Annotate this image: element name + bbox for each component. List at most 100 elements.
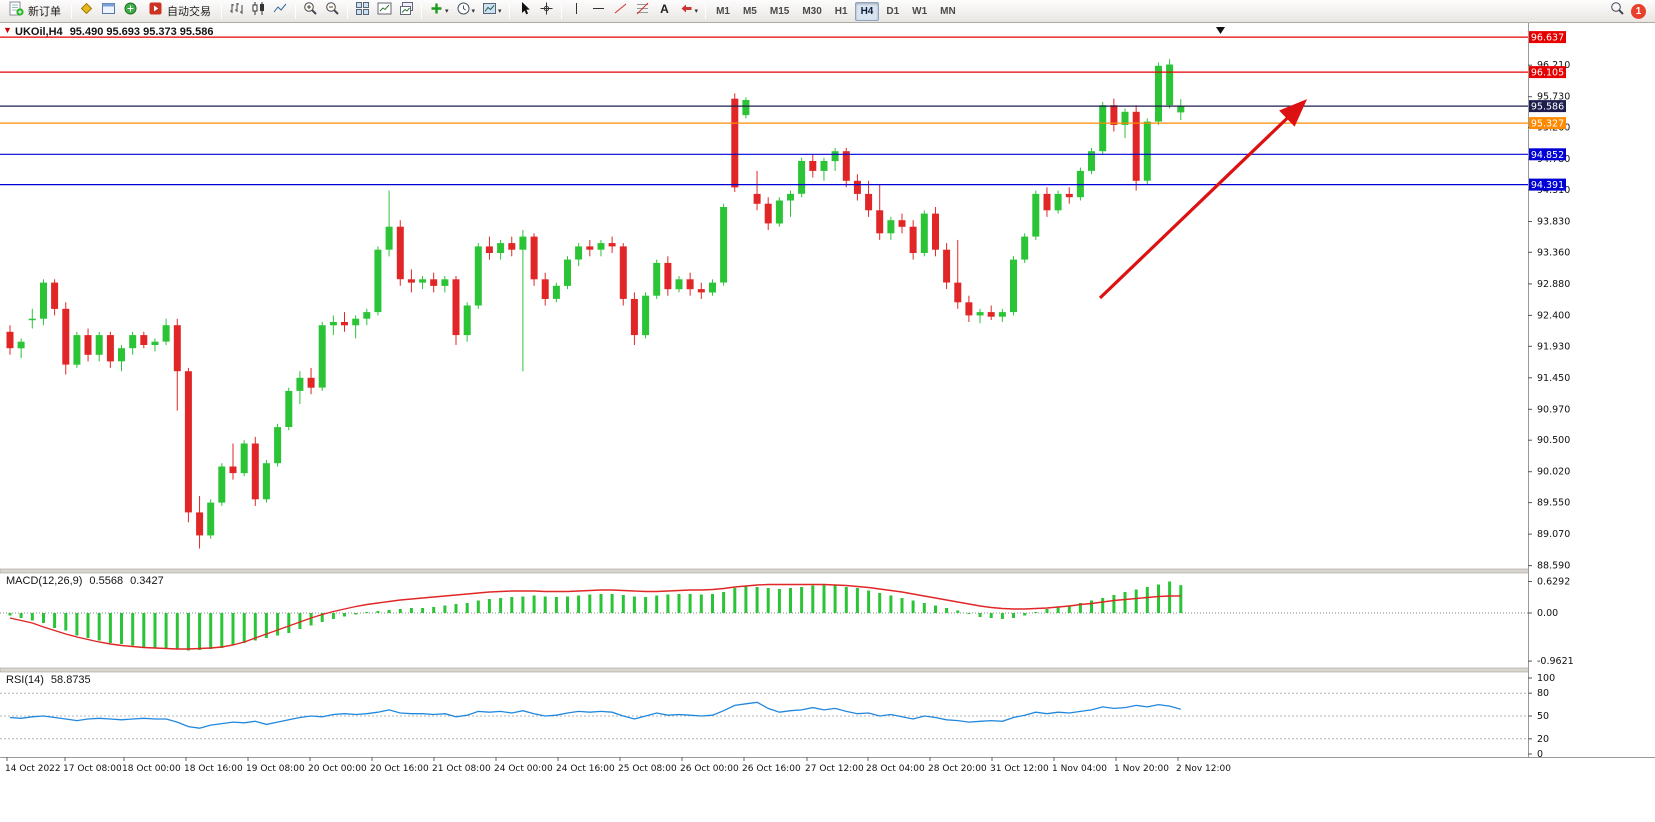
bar-chart-icon	[229, 1, 244, 21]
toolbar-separator	[560, 3, 562, 19]
svg-text:94.852: 94.852	[1531, 150, 1564, 161]
tf-h1-button[interactable]: H1	[834, 5, 848, 17]
time-axis[interactable]: 14 Oct 2022 17 Oct 08:00 18 Oct 00:00 18 Oc…	[0, 757, 1655, 774]
text-label-icon: A	[657, 1, 672, 21]
chart-menu-icon[interactable]: ▼	[3, 25, 12, 35]
fibonacci-button[interactable]	[632, 1, 653, 21]
cursor-button[interactable]	[514, 1, 535, 21]
templates-button[interactable]: ▾	[479, 1, 505, 21]
svg-text:96.637: 96.637	[1531, 33, 1564, 44]
svg-text:28 Oct 20:00: 28 Oct 20:00	[928, 764, 987, 774]
svg-text:90.970: 90.970	[1537, 404, 1570, 415]
tile-windows-button[interactable]	[352, 1, 373, 21]
svg-text:24 Oct 00:00: 24 Oct 00:00	[494, 764, 553, 774]
trendline-button[interactable]	[610, 1, 631, 21]
chart-symbol: UKOil,H4	[15, 26, 63, 38]
svg-text:20: 20	[1537, 734, 1549, 745]
text-label-button[interactable]: A	[654, 1, 675, 21]
svg-text:17 Oct 08:00: 17 Oct 08:00	[63, 764, 122, 774]
tf-m15-button[interactable]: M15	[769, 5, 790, 17]
indicators-button[interactable]: ▾	[426, 1, 452, 21]
rsi-value: 58.8735	[50, 674, 91, 686]
macd-panel	[0, 581, 1528, 651]
svg-text:18 Oct 00:00: 18 Oct 00:00	[122, 764, 181, 774]
main-toolbar: 新订单 自动交易 ▾ ▾ ▾ A ▾ M1 M5 M15 M30 H1 H4 D…	[0, 0, 1655, 23]
svg-text:20 Oct 16:00: 20 Oct 16:00	[370, 764, 429, 774]
periods-button[interactable]: ▾	[453, 1, 479, 21]
candlestick-chart-button[interactable]	[248, 1, 269, 21]
line-chart-button[interactable]	[270, 1, 291, 21]
chart-shift-marker-icon[interactable]	[1216, 27, 1225, 34]
tile-windows-icon	[355, 1, 370, 21]
svg-text:89.550: 89.550	[1537, 498, 1570, 509]
macd-value-signal: 0.3427	[130, 575, 164, 587]
autotrade-icon	[148, 1, 163, 21]
indicators-add-icon	[429, 1, 444, 21]
panel-divider[interactable]	[0, 568, 1655, 673]
tf-m30-button[interactable]: M30	[802, 5, 822, 17]
rsi-name: RSI(14)	[6, 674, 44, 686]
zoom-in-icon	[303, 1, 318, 21]
bar-chart-button[interactable]	[226, 1, 247, 21]
new-order-label: 新订单	[28, 6, 61, 18]
svg-text:91.450: 91.450	[1537, 373, 1570, 384]
svg-text:50: 50	[1537, 711, 1549, 722]
autotrade-button[interactable]: 自动交易	[142, 1, 217, 21]
svg-text:0.00: 0.00	[1537, 608, 1558, 619]
new-chart-window-button[interactable]	[374, 1, 395, 21]
vertical-line-button[interactable]	[566, 1, 587, 21]
crosshair-button[interactable]	[536, 1, 557, 21]
svg-text:24 Oct 16:00: 24 Oct 16:00	[556, 764, 615, 774]
tf-m5-button[interactable]: M5	[742, 5, 757, 17]
svg-text:92.400: 92.400	[1537, 310, 1570, 321]
line-chart-icon	[273, 1, 288, 21]
tf-d1-button[interactable]: D1	[886, 5, 900, 17]
svg-text:95.327: 95.327	[1531, 119, 1564, 130]
new-order-button[interactable]: 新订单	[3, 1, 67, 21]
chart-window[interactable]: 96.21095.73095.26094.78094.31093.83093.3…	[0, 23, 1655, 822]
tf-mn-button[interactable]: MN	[940, 5, 956, 17]
toolbar-separator	[71, 3, 72, 19]
fibonacci-icon	[635, 1, 650, 21]
chart-ohlc: 95.490 95.693 95.373 95.586	[69, 26, 214, 38]
dropdown-caret-icon: ▾	[498, 8, 502, 15]
toolbar-separator	[347, 3, 348, 19]
candles	[6, 59, 1185, 549]
svg-text:90.500: 90.500	[1537, 435, 1570, 446]
svg-text:14 Oct 2022: 14 Oct 2022	[5, 764, 61, 774]
svg-text:20 Oct 00:00: 20 Oct 00:00	[308, 764, 367, 774]
arrows-button[interactable]: ▾	[676, 1, 702, 21]
notification-badge[interactable]: 1	[1631, 3, 1646, 19]
horizontal-levels[interactable]	[0, 36, 1528, 186]
horizontal-line-button[interactable]	[588, 1, 609, 21]
chart-canvas[interactable]: 96.21095.73095.26094.78094.31093.83093.3…	[0, 23, 1655, 822]
search-button[interactable]	[1607, 1, 1628, 21]
rsi-panel	[0, 692, 1528, 740]
zoom-out-button[interactable]	[322, 1, 343, 21]
zoom-in-button[interactable]	[300, 1, 321, 21]
autotrade-label: 自动交易	[167, 6, 211, 18]
tf-h4-button[interactable]: H4	[854, 1, 880, 21]
svg-text:21 Oct 08:00: 21 Oct 08:00	[432, 764, 491, 774]
trend-arrow[interactable]	[1098, 99, 1308, 300]
svg-text:A: A	[660, 2, 669, 16]
macd-indicator-label: MACD(12,26,9) 0.5568 0.3427	[6, 575, 164, 587]
trendline-icon	[613, 1, 628, 21]
macd-name: MACD(12,26,9)	[6, 575, 83, 587]
data-window-button[interactable]	[98, 1, 119, 21]
toolbar-separator	[705, 3, 707, 19]
crosshair-icon	[539, 1, 554, 21]
vertical-line-icon	[569, 1, 584, 21]
svg-text:96.105: 96.105	[1531, 68, 1564, 79]
svg-text:0.6292: 0.6292	[1537, 577, 1570, 588]
navigator-button[interactable]	[120, 1, 141, 21]
chart-profiles-button[interactable]	[396, 1, 417, 21]
market-watch-button[interactable]	[76, 1, 97, 21]
tf-w1-button[interactable]: W1	[912, 5, 928, 17]
rsi-indicator-label: RSI(14) 58.8735	[6, 674, 91, 686]
svg-text:88.590: 88.590	[1537, 561, 1570, 572]
new-chart-window-icon	[377, 1, 392, 21]
tf-m1-button[interactable]: M1	[716, 5, 730, 17]
price-axis[interactable]: 96.21095.73095.26094.78094.31093.83093.3…	[1528, 23, 1655, 760]
